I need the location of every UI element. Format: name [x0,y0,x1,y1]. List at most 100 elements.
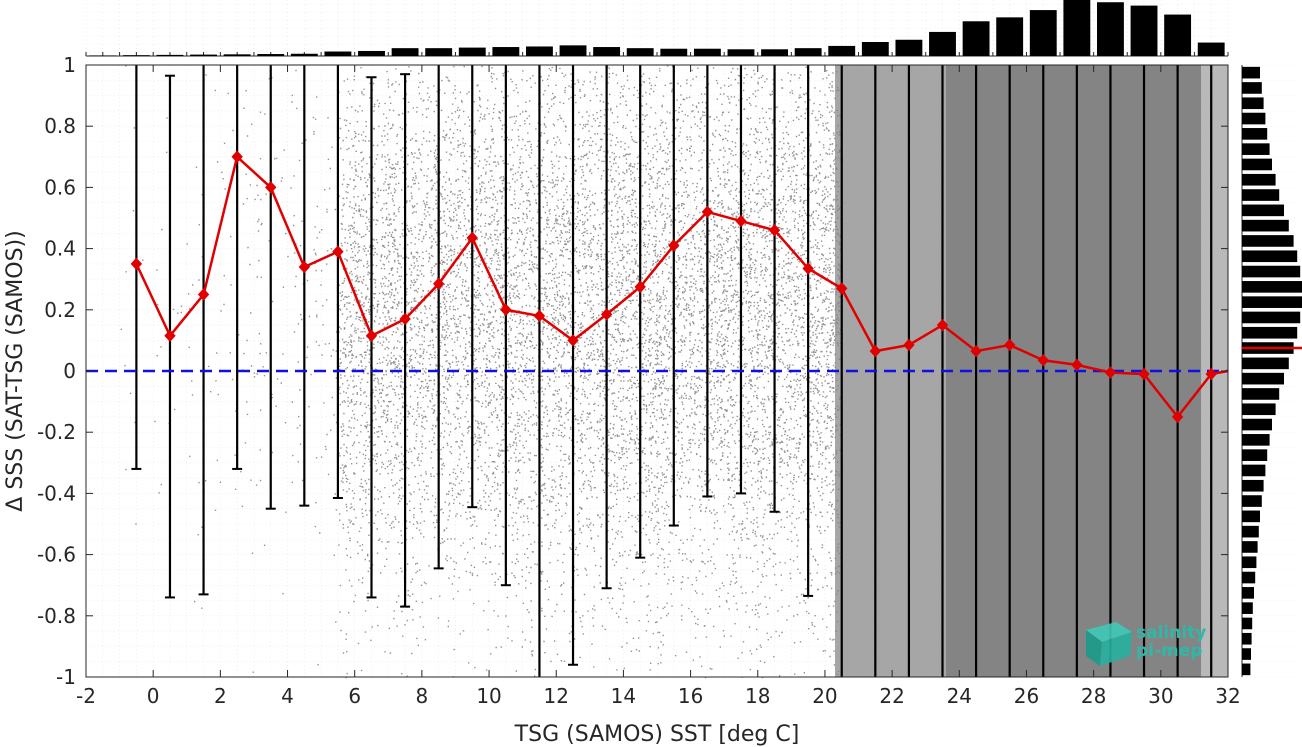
top-histogram-bar [257,54,285,56]
y-tick-label: 0.6 [44,175,76,199]
right-histogram-bar [1242,326,1298,339]
right-histogram-bar [1242,128,1268,140]
mean-marker [500,303,512,317]
top-histogram-bar [626,48,654,56]
top-histogram-bar [223,54,251,56]
mean-marker [332,245,344,258]
mean-marker [1104,366,1117,379]
y-tick-label: 0.4 [44,237,76,261]
top-histogram-bar [693,48,721,56]
top-histogram-bar [156,54,184,56]
top-histogram-bar [828,45,856,56]
top-histogram-bar [190,54,217,56]
mean-marker [231,150,243,164]
mean-marker [130,257,143,271]
mean-marker [433,277,445,291]
y-tick-label: -1 [56,665,76,689]
top-histogram-bar [1097,2,1124,56]
x-tick-label: 24 [947,684,972,708]
right-histogram-bar [1242,602,1253,614]
mean-marker [365,329,378,343]
y-tick-label: 1 [63,53,76,77]
top-histogram-bar [526,46,553,56]
x-tick-label: 12 [544,684,569,708]
x-axis-tick-labels: -2 0 2 4 6 8 10 12 14 16 18 20 22 24 26 28 30 32 [76,684,1241,708]
x-tick-label: 28 [1081,684,1106,708]
top-histogram-bar [727,49,755,56]
y-tick-label: 0.8 [44,114,76,138]
x-tick-label: -2 [76,684,96,708]
mean-marker [936,318,949,332]
mean-marker [1004,338,1016,352]
right-histogram-bar [1242,403,1276,416]
mean-marker [869,344,881,358]
top-histogram-bar [996,17,1024,56]
logo-text-salinity: salinity [1136,623,1206,643]
mean-marker [265,181,277,194]
top-histogram-bar [593,47,621,56]
right-histogram-bar [1242,66,1260,79]
right-histogram-bar [1242,556,1257,569]
x-tick-label: 2 [214,684,227,708]
mean-marker [836,282,848,295]
top-histogram-bar [1029,10,1057,56]
top-histogram-bar [761,49,788,56]
top-histogram-bar [861,42,889,56]
x-tick-label: 16 [678,684,703,708]
top-histogram [85,0,1229,57]
mean-marker [164,329,176,343]
top-histogram-bar [929,31,956,56]
logo-cube-top [1086,622,1132,642]
x-tick-label: 14 [611,684,636,708]
mean-marker [567,334,579,347]
mean-marker [399,312,411,326]
right-histogram-bar [1242,464,1266,477]
right-histogram-bar [1242,204,1284,217]
mean-marker [298,260,310,274]
mean-marker [903,338,915,352]
top-histogram-bar [962,21,990,57]
mean-series-line [135,154,1229,419]
y-tick-label: -0.2 [37,420,76,444]
x-tick-label: 6 [348,684,361,708]
error-bars [131,65,1213,677]
right-histogram-bar [1242,143,1270,155]
logo-cube-left [1086,630,1102,666]
right-histogram-bar [1242,617,1253,630]
x-tick-label: 30 [1148,684,1173,708]
main-plot-area: salinity pi-mep [85,64,1229,679]
x-tick-label: 8 [416,684,429,708]
right-histogram-bar [1242,311,1301,324]
top-histogram-bar [492,47,520,56]
right-histogram-bar [1242,372,1284,385]
top-histogram-bar [391,48,419,56]
y-tick-label: 0 [63,359,76,383]
x-tick-label: 26 [1014,684,1039,708]
right-histogram-bar [1242,587,1254,599]
right-histogram-bar [1242,296,1302,308]
mean-series-markers [130,150,1217,424]
y-tick-label: -0.8 [37,604,76,628]
top-histogram-bar [425,48,453,56]
mean-marker [1171,410,1184,424]
right-histogram-bar [1242,112,1266,125]
right-histogram-bar [1242,479,1264,492]
right-histogram-bar [1242,449,1268,461]
right-histogram-bar [1242,632,1252,645]
mean-marker [634,280,646,294]
mean-marker [1037,354,1049,367]
top-histogram-bar [1197,42,1225,56]
top-histogram-bar [358,50,385,56]
mean-marker [970,344,982,358]
mean-marker [1071,358,1083,372]
right-histogram-bar [1242,82,1262,94]
top-histogram-bar [89,55,117,56]
right-histogram-bar [1242,434,1270,446]
right-histogram-bar [1242,158,1272,171]
x-tick-label: 18 [745,684,770,708]
mean-marker [197,288,210,301]
right-histogram-bar [1242,97,1264,110]
y-axis-tick-labels: -1 -0.8 -0.6 -0.4 -0.2 0 0.2 0.4 0.6 0.8 1 [37,53,76,689]
mean-marker [768,223,781,237]
